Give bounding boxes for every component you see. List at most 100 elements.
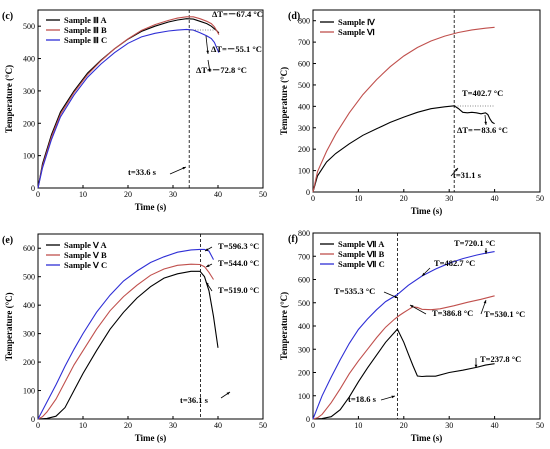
arrow-head [474, 364, 478, 368]
y-tick-label: 0 [306, 188, 310, 197]
legend-label: Sample Ⅴ C [64, 260, 107, 270]
x-tick-label: 40 [214, 190, 222, 199]
x-tick-label: 40 [214, 421, 222, 430]
y-tick-label: 400 [23, 55, 35, 64]
annotation-label: ΔT=－55.1 °C [211, 44, 262, 54]
annotation-label: T=720.1 °C [454, 238, 495, 248]
x-tick-label: 10 [354, 194, 362, 203]
series-line-2 [312, 26, 495, 193]
x-tick-label: 20 [124, 421, 132, 430]
y-tick-label: 800 [298, 17, 310, 26]
x-tick-label: 50 [536, 194, 544, 203]
y-tick-label: 100 [298, 167, 310, 176]
y-tick-label: 200 [23, 358, 35, 367]
x-axis-label: Time (s) [135, 433, 167, 443]
x-tick-label: 30 [169, 421, 177, 430]
y-tick-label: 700 [298, 252, 310, 261]
y-tick-label: 0 [31, 184, 35, 193]
y-tick-label: 300 [298, 124, 310, 133]
x-tick-label: 0 [36, 190, 40, 199]
y-tick-label: 600 [298, 276, 310, 285]
x-tick-label: 0 [36, 421, 40, 430]
x-tick-label: 30 [445, 194, 453, 203]
panel-label: (c) [2, 11, 13, 22]
y-tick-label: 100 [298, 392, 310, 401]
annotation-label: t=18.6 s [348, 394, 377, 404]
plot-frame [37, 9, 264, 189]
x-tick-label: 10 [354, 421, 362, 430]
y-axis-label: Temperature (°C) [4, 292, 14, 360]
x-tick-label: 30 [169, 190, 177, 199]
y-tick-label: 300 [23, 330, 35, 339]
annotation-label: T=237.8 °C [480, 354, 521, 364]
arrow-head [483, 300, 487, 304]
legend-label: Sample Ⅲ B [64, 25, 107, 35]
annotation-label: T=530.1 °C [484, 309, 525, 319]
x-tick-label: 50 [259, 421, 267, 430]
panel-label: (e) [2, 235, 13, 246]
arrow-head [206, 264, 210, 267]
x-tick-label: 50 [259, 190, 267, 199]
y-tick-label: 0 [306, 415, 310, 424]
annotation-label: T=544.0 °C [218, 258, 259, 268]
x-tick-label: 20 [400, 421, 408, 430]
arrow-head [484, 121, 487, 125]
annotation-label: T=386.8 °C [432, 308, 473, 318]
series-line-3 [37, 28, 220, 189]
chart-panel-f: (f)0 10 20 30 40 500100200300400500600700800T… [279, 229, 544, 443]
plot-frame [312, 9, 541, 193]
legend-label: Sample Ⅴ A [64, 240, 108, 250]
series-line-3 [37, 248, 214, 420]
legend-label: Sample Ⅶ C [338, 259, 385, 269]
x-tick-label: 10 [79, 190, 87, 199]
arrow-head [454, 168, 458, 172]
arrow-head [206, 50, 209, 54]
arrow-head [422, 272, 426, 276]
x-tick-label: 0 [311, 194, 315, 203]
legend-label: Sample Ⅶ A [338, 239, 385, 249]
series-line-2 [37, 263, 214, 420]
arrow-head [182, 167, 186, 170]
annotation-label: T=519.0 °C [218, 285, 259, 295]
arrow-head [410, 305, 414, 308]
annotation-label: t=36.1 s [180, 395, 209, 405]
y-tick-label: 300 [298, 345, 310, 354]
y-axis-label: Temperature (°C) [4, 65, 14, 133]
y-tick-label: 300 [23, 87, 35, 96]
x-tick-label: 0 [311, 421, 315, 430]
x-axis-label: Time (s) [411, 433, 443, 443]
y-tick-label: 500 [23, 22, 35, 31]
annotation-label: ΔT=－72.8 °C [196, 65, 247, 75]
chart-panel-d: (d)0 10 20 30 40 500100200300400500600700800T… [279, 9, 544, 216]
y-tick-label: 500 [23, 273, 35, 282]
series-line-1 [312, 105, 495, 193]
x-tick-label: 40 [491, 421, 499, 430]
y-tick-label: 600 [298, 60, 310, 69]
legend-label: Sample Ⅲ C [64, 35, 107, 45]
panel-label: (d) [288, 11, 300, 22]
x-tick-label: 50 [536, 421, 544, 430]
arrow-head [391, 395, 395, 399]
legend-label: Sample Ⅵ [338, 27, 375, 37]
series-line-1 [37, 18, 220, 189]
y-tick-label: 100 [23, 387, 35, 396]
x-axis-label: Time (s) [411, 206, 443, 216]
arrow-head [484, 250, 488, 254]
y-tick-label: 500 [298, 299, 310, 308]
annotation-label: T=482.7 °C [434, 258, 475, 268]
y-tick-label: 800 [298, 229, 310, 238]
y-tick-label: 200 [298, 369, 310, 378]
x-tick-label: 30 [445, 421, 453, 430]
y-axis-label: Temperature (°C) [279, 292, 289, 360]
y-tick-label: 600 [23, 244, 35, 253]
series-line-1 [312, 328, 495, 420]
arrow-head [226, 392, 230, 395]
annotation-label: T=596.3 °C [218, 241, 259, 251]
arrow-head [206, 282, 209, 286]
annotation-label: T=402.7 °C [462, 88, 503, 98]
legend-label: Sample Ⅲ A [64, 15, 108, 25]
arrow-head [394, 295, 398, 298]
